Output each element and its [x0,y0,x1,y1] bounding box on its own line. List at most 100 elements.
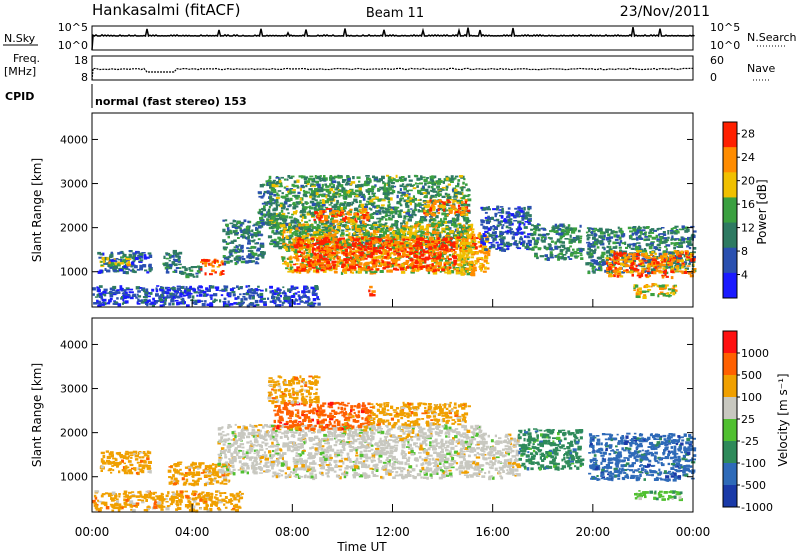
data-cell [286,243,289,246]
data-cell [383,266,387,270]
data-cell [261,202,266,205]
data-cell [269,191,272,194]
data-cell [415,226,417,230]
data-cell [328,269,333,272]
data-cell [379,206,384,210]
data-cell [401,231,405,235]
data-cell [526,235,530,238]
data-cell [308,248,312,251]
data-cell [304,239,308,242]
data-cell [408,227,413,230]
data-cell [364,223,367,225]
data-cell [387,204,391,207]
data-cell [356,243,360,245]
data-cell [545,248,548,251]
data-cell [391,262,396,265]
data-cell [433,219,437,222]
data-cell [407,253,410,256]
data-cell [424,227,429,231]
data-cell [455,199,460,202]
data-cell [408,257,413,260]
data-cell [400,194,403,197]
data-cell [272,219,275,223]
data-cell [307,225,311,229]
data-cell [561,225,566,228]
data-cell [383,231,387,235]
data-cell [363,183,368,187]
data-cell [370,232,373,236]
data-cell [336,206,341,210]
data-cell [383,252,388,255]
data-cell [602,260,607,263]
data-cell [325,208,330,210]
data-cell [237,220,240,224]
data-cell [494,214,497,218]
data-cell [472,270,476,273]
data-cell [375,233,378,236]
data-cell [515,213,520,217]
data-cell [275,181,280,184]
data-cell [417,199,422,201]
data-cell [334,254,338,257]
data-cell [587,262,592,264]
data-cell [257,191,262,194]
data-cell [188,267,191,271]
data-cell [487,215,490,218]
data-cell [366,181,371,184]
data-cell [304,257,308,261]
data-cell [326,258,332,262]
data-cell [407,218,412,222]
data-cell [369,199,374,203]
data-cell [131,256,136,260]
data-cell [329,255,334,258]
data-cell [507,226,512,229]
data-cell [609,237,612,239]
data-cell [549,230,553,233]
data-cell [404,194,409,198]
data-cell [311,228,314,232]
data-cell [369,244,373,247]
data-cell [668,251,672,254]
data-cell [141,253,144,256]
data-cell [376,236,381,239]
data-cell [479,262,484,265]
data-cell [446,268,449,271]
data-cell [279,181,282,185]
data-cell [456,227,459,231]
data-cell [108,255,113,259]
data-cell [311,235,315,238]
data-cell [412,195,415,198]
data-cell [486,249,491,253]
data-cell [301,213,305,217]
data-cell [399,204,403,207]
data-cell [451,248,456,252]
data-cell [405,204,410,208]
data-cell [240,231,245,234]
data-cell [359,233,364,236]
data-cell [431,179,434,183]
data-cell [378,251,383,254]
data-cell [628,246,631,249]
data-cell [265,201,269,204]
data-cell [321,204,326,207]
data-cell [453,234,458,237]
data-cell [487,232,490,235]
data-cell [598,265,603,269]
data-cell [279,202,284,205]
data-cell [577,255,580,258]
data-cell [653,246,658,250]
data-cell [522,244,525,247]
data-cell [457,263,462,267]
data-cell [383,189,388,193]
data-cell [127,263,131,267]
data-cell [420,175,423,178]
data-cell [437,211,441,215]
data-cell [289,266,293,269]
data-cell [472,263,476,267]
data-cell [305,251,309,254]
data-cell [443,263,446,267]
data-cell [370,240,374,244]
data-cell [409,235,412,239]
data-cell [640,249,644,253]
data-cell [528,219,532,222]
